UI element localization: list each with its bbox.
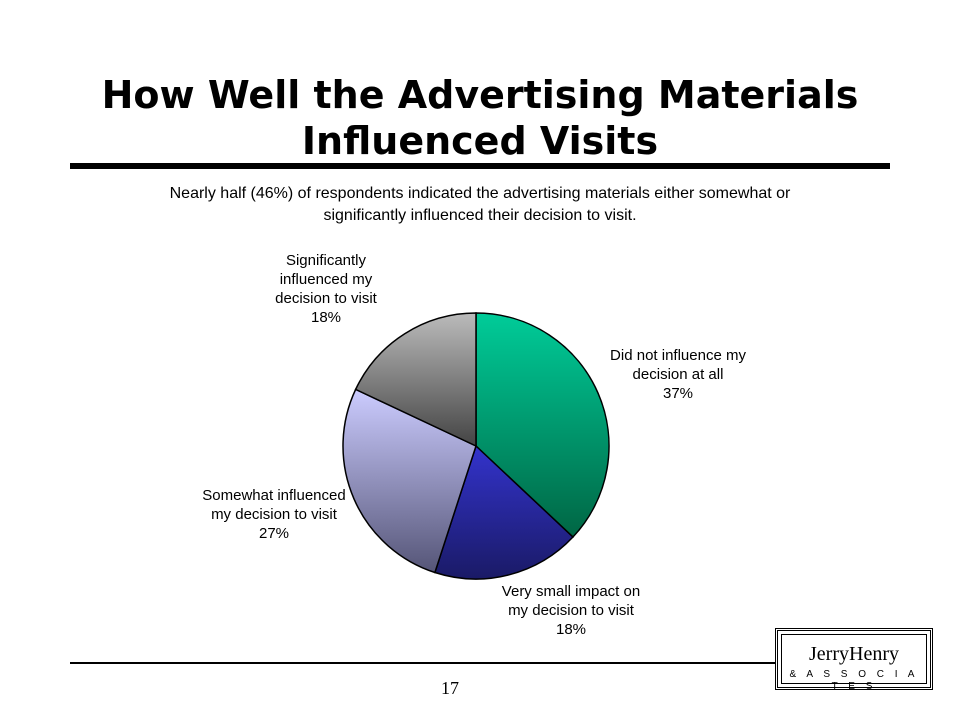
- subtitle-line: significantly influenced their decision …: [323, 207, 637, 224]
- slice-label-line: 18%: [311, 309, 341, 326]
- slide-title: How Well the Advertising Materials Influ…: [80, 72, 880, 164]
- logo-frame: JerryHenry & A S S O C I A T E S: [781, 634, 927, 692]
- slice-label: Very small impact on my decision to visit…: [502, 583, 640, 638]
- slice-label: Did not influence my decision at all 37%: [610, 347, 746, 402]
- slice-label-line: Did not influence my: [610, 347, 746, 364]
- slice-label: Somewhat influenced my decision to visit 2…: [202, 487, 345, 542]
- pie-slice: [342, 388, 477, 574]
- pie-slice: [433, 444, 575, 580]
- logo-tagline: & A S S O C I A T E S: [789, 669, 919, 692]
- slice-label-line: my decision to visit: [211, 506, 338, 523]
- slice-label-line: 18%: [556, 621, 586, 638]
- slice-label-line: decision to visit: [275, 290, 378, 307]
- subtitle-line: Nearly half (46%) of respondents indicat…: [169, 185, 791, 202]
- pie-slice: [475, 312, 610, 539]
- logo-name: JerryHenry: [809, 643, 899, 665]
- slice-label-line: Somewhat influenced: [202, 487, 345, 504]
- pie-slice: [354, 312, 477, 448]
- slide-title-line: Influenced Visits: [301, 119, 659, 163]
- slice-label-line: decision at all: [633, 366, 724, 383]
- slice-label-line: my decision to visit: [508, 602, 635, 619]
- slice-label-line: influenced my: [280, 271, 373, 288]
- slice-label-line: 27%: [259, 525, 289, 542]
- slice-label-line: Significantly: [286, 252, 367, 269]
- slice-label-line: 37%: [663, 385, 693, 402]
- slide-title-line: How Well the Advertising Materials: [101, 73, 859, 117]
- footer-divider: [70, 662, 775, 664]
- page-number: 17: [441, 678, 459, 698]
- slice-label-line: Very small impact on: [502, 583, 640, 600]
- company-logo: JerryHenry & A S S O C I A T E S: [775, 628, 933, 692]
- slice-label: Significantly influenced my decision to vi…: [275, 252, 378, 326]
- title-divider: [70, 163, 890, 169]
- slide-subtitle: Nearly half (46%) of respondents indicat…: [100, 183, 860, 227]
